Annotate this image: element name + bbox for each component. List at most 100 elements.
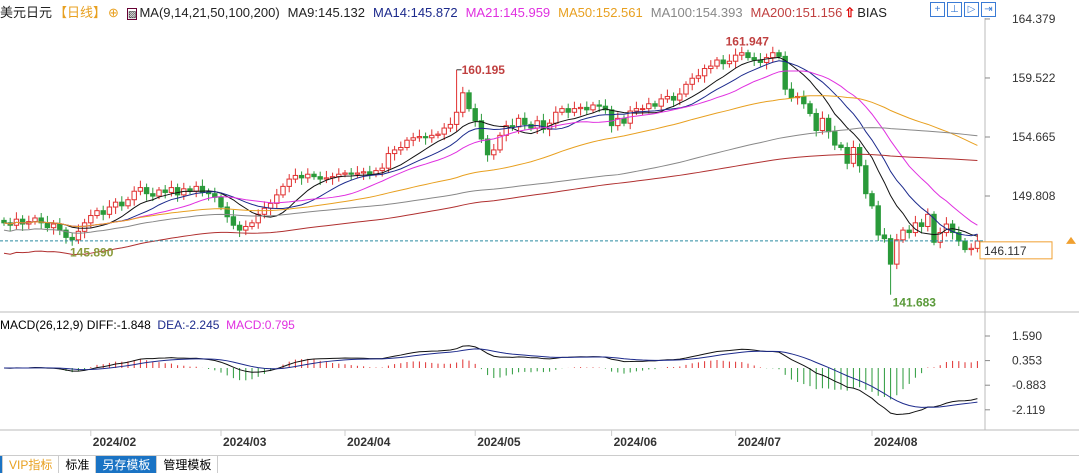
candle-down: [652, 103, 658, 107]
candle-down: [230, 216, 237, 226]
candle-up: [125, 199, 131, 207]
candle-up: [32, 217, 38, 223]
candle-up: [633, 108, 640, 112]
candle-down: [788, 88, 795, 99]
candle-down: [807, 103, 813, 114]
symbol-label: 美元日元: [0, 5, 53, 20]
chart-header: 美元日元 【日线】 ⊕ ▨ MA(9,14,21,50,100,200) MA9:145.…: [0, 2, 895, 21]
candle-up: [112, 201, 119, 208]
candle-down: [856, 146, 863, 167]
candle-down: [44, 222, 51, 229]
candle-up: [81, 222, 88, 232]
tab-vip-indicators[interactable]: VIP指标: [3, 456, 60, 473]
candle-down: [466, 92, 472, 110]
candle-up: [912, 222, 919, 234]
candle-up: [664, 95, 671, 100]
candle-down: [367, 171, 373, 175]
price-tick-label: 159.522: [1012, 71, 1056, 85]
candle-up: [416, 136, 423, 139]
candle-up: [646, 103, 652, 110]
macd-diff: DIFF:-1.848: [86, 318, 151, 332]
candle-up: [714, 59, 720, 67]
ma9-line: [3, 56, 978, 237]
candle-up: [497, 134, 503, 151]
zoom-out-icon[interactable]: ▷: [964, 2, 979, 17]
candle-down: [57, 223, 63, 231]
candle-down: [720, 59, 726, 65]
candle-down: [863, 165, 869, 195]
candle-up: [925, 213, 931, 227]
candle-up: [894, 239, 900, 265]
candle-up: [354, 172, 361, 175]
candle-up: [726, 60, 733, 65]
candle-down: [311, 173, 317, 178]
candle-up: [571, 108, 578, 113]
candle-down: [218, 196, 224, 208]
candle-up: [193, 185, 199, 192]
candle-up: [156, 189, 162, 197]
candle-up: [850, 146, 857, 164]
date-label: 2024/02: [93, 435, 137, 449]
candle-down: [813, 112, 819, 131]
crosshair-icon[interactable]: +: [930, 2, 945, 17]
candle-down: [906, 229, 912, 234]
candle-down: [844, 146, 850, 164]
candle-down: [887, 238, 894, 265]
candle-up: [410, 137, 416, 141]
candle-down: [522, 117, 528, 125]
candle-down: [602, 105, 609, 111]
tab-standard[interactable]: 标准: [59, 456, 97, 473]
candle-up: [677, 93, 683, 101]
zoom-in-icon[interactable]: ⊥: [947, 2, 962, 17]
price-chart[interactable]: 164.379 159.522 154.665 149.808 2024/02 2024/…: [0, 0, 1079, 455]
candle-down: [205, 191, 212, 195]
tab-save-template[interactable]: 另存模板: [96, 456, 158, 473]
ma200-value: MA200:151.156: [750, 5, 843, 20]
candle-down: [931, 213, 937, 243]
date-label: 2024/07: [738, 435, 782, 449]
candle-up: [819, 117, 826, 131]
candle-down: [317, 176, 323, 180]
candle-down: [584, 106, 590, 111]
candle-down: [565, 108, 571, 113]
ma14-line: [3, 60, 978, 237]
candle-down: [484, 138, 491, 156]
price-marker-icon: [1066, 236, 1076, 244]
candle-down: [918, 222, 925, 227]
candle-up: [292, 174, 299, 180]
candle-up: [255, 213, 261, 224]
candle-up: [88, 215, 94, 224]
candle-down: [38, 217, 44, 224]
candle-up: [739, 52, 745, 56]
candle-down: [100, 210, 106, 215]
candle-up: [900, 229, 906, 241]
date-label: 2024/08: [874, 435, 918, 449]
candle-up: [274, 194, 280, 204]
indicator-icon[interactable]: ▨: [126, 8, 138, 20]
candle-up: [453, 111, 460, 125]
macd-header: MACD(26,12,9) DIFF:-1.848 DEA:-2.245 MAC…: [0, 318, 295, 332]
move-right-icon[interactable]: ⇥: [981, 2, 996, 17]
candle-down: [298, 174, 305, 179]
candle-up: [106, 206, 113, 215]
candle-up: [342, 172, 348, 175]
candle-up: [615, 117, 621, 127]
ma-params: MA(9,14,21,50,100,200): [139, 5, 280, 20]
candle-up: [379, 167, 385, 172]
date-label: 2024/04: [347, 435, 391, 449]
add-icon[interactable]: ⊕: [108, 5, 119, 20]
tab-manage-templates[interactable]: 管理模板: [157, 456, 219, 473]
current-price-label: 146.117: [984, 244, 1027, 258]
bias-label[interactable]: BIAS: [857, 5, 887, 20]
ma50-value: MA50:152.561: [558, 5, 643, 20]
candle-down: [224, 206, 230, 218]
candle-down: [69, 236, 75, 241]
candle-up: [323, 177, 330, 180]
candle-down: [150, 193, 156, 197]
candle-down: [162, 189, 168, 193]
candle-up: [398, 146, 404, 151]
template-tabs: VIP指标 标准 另存模板 管理模板: [0, 455, 1079, 473]
date-label: 2024/05: [477, 435, 521, 449]
period-label[interactable]: 【日线】: [54, 5, 107, 20]
